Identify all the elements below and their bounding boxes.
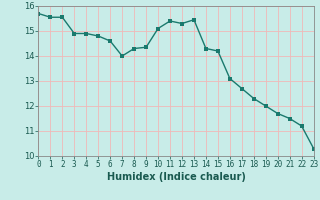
X-axis label: Humidex (Indice chaleur): Humidex (Indice chaleur) (107, 172, 245, 182)
